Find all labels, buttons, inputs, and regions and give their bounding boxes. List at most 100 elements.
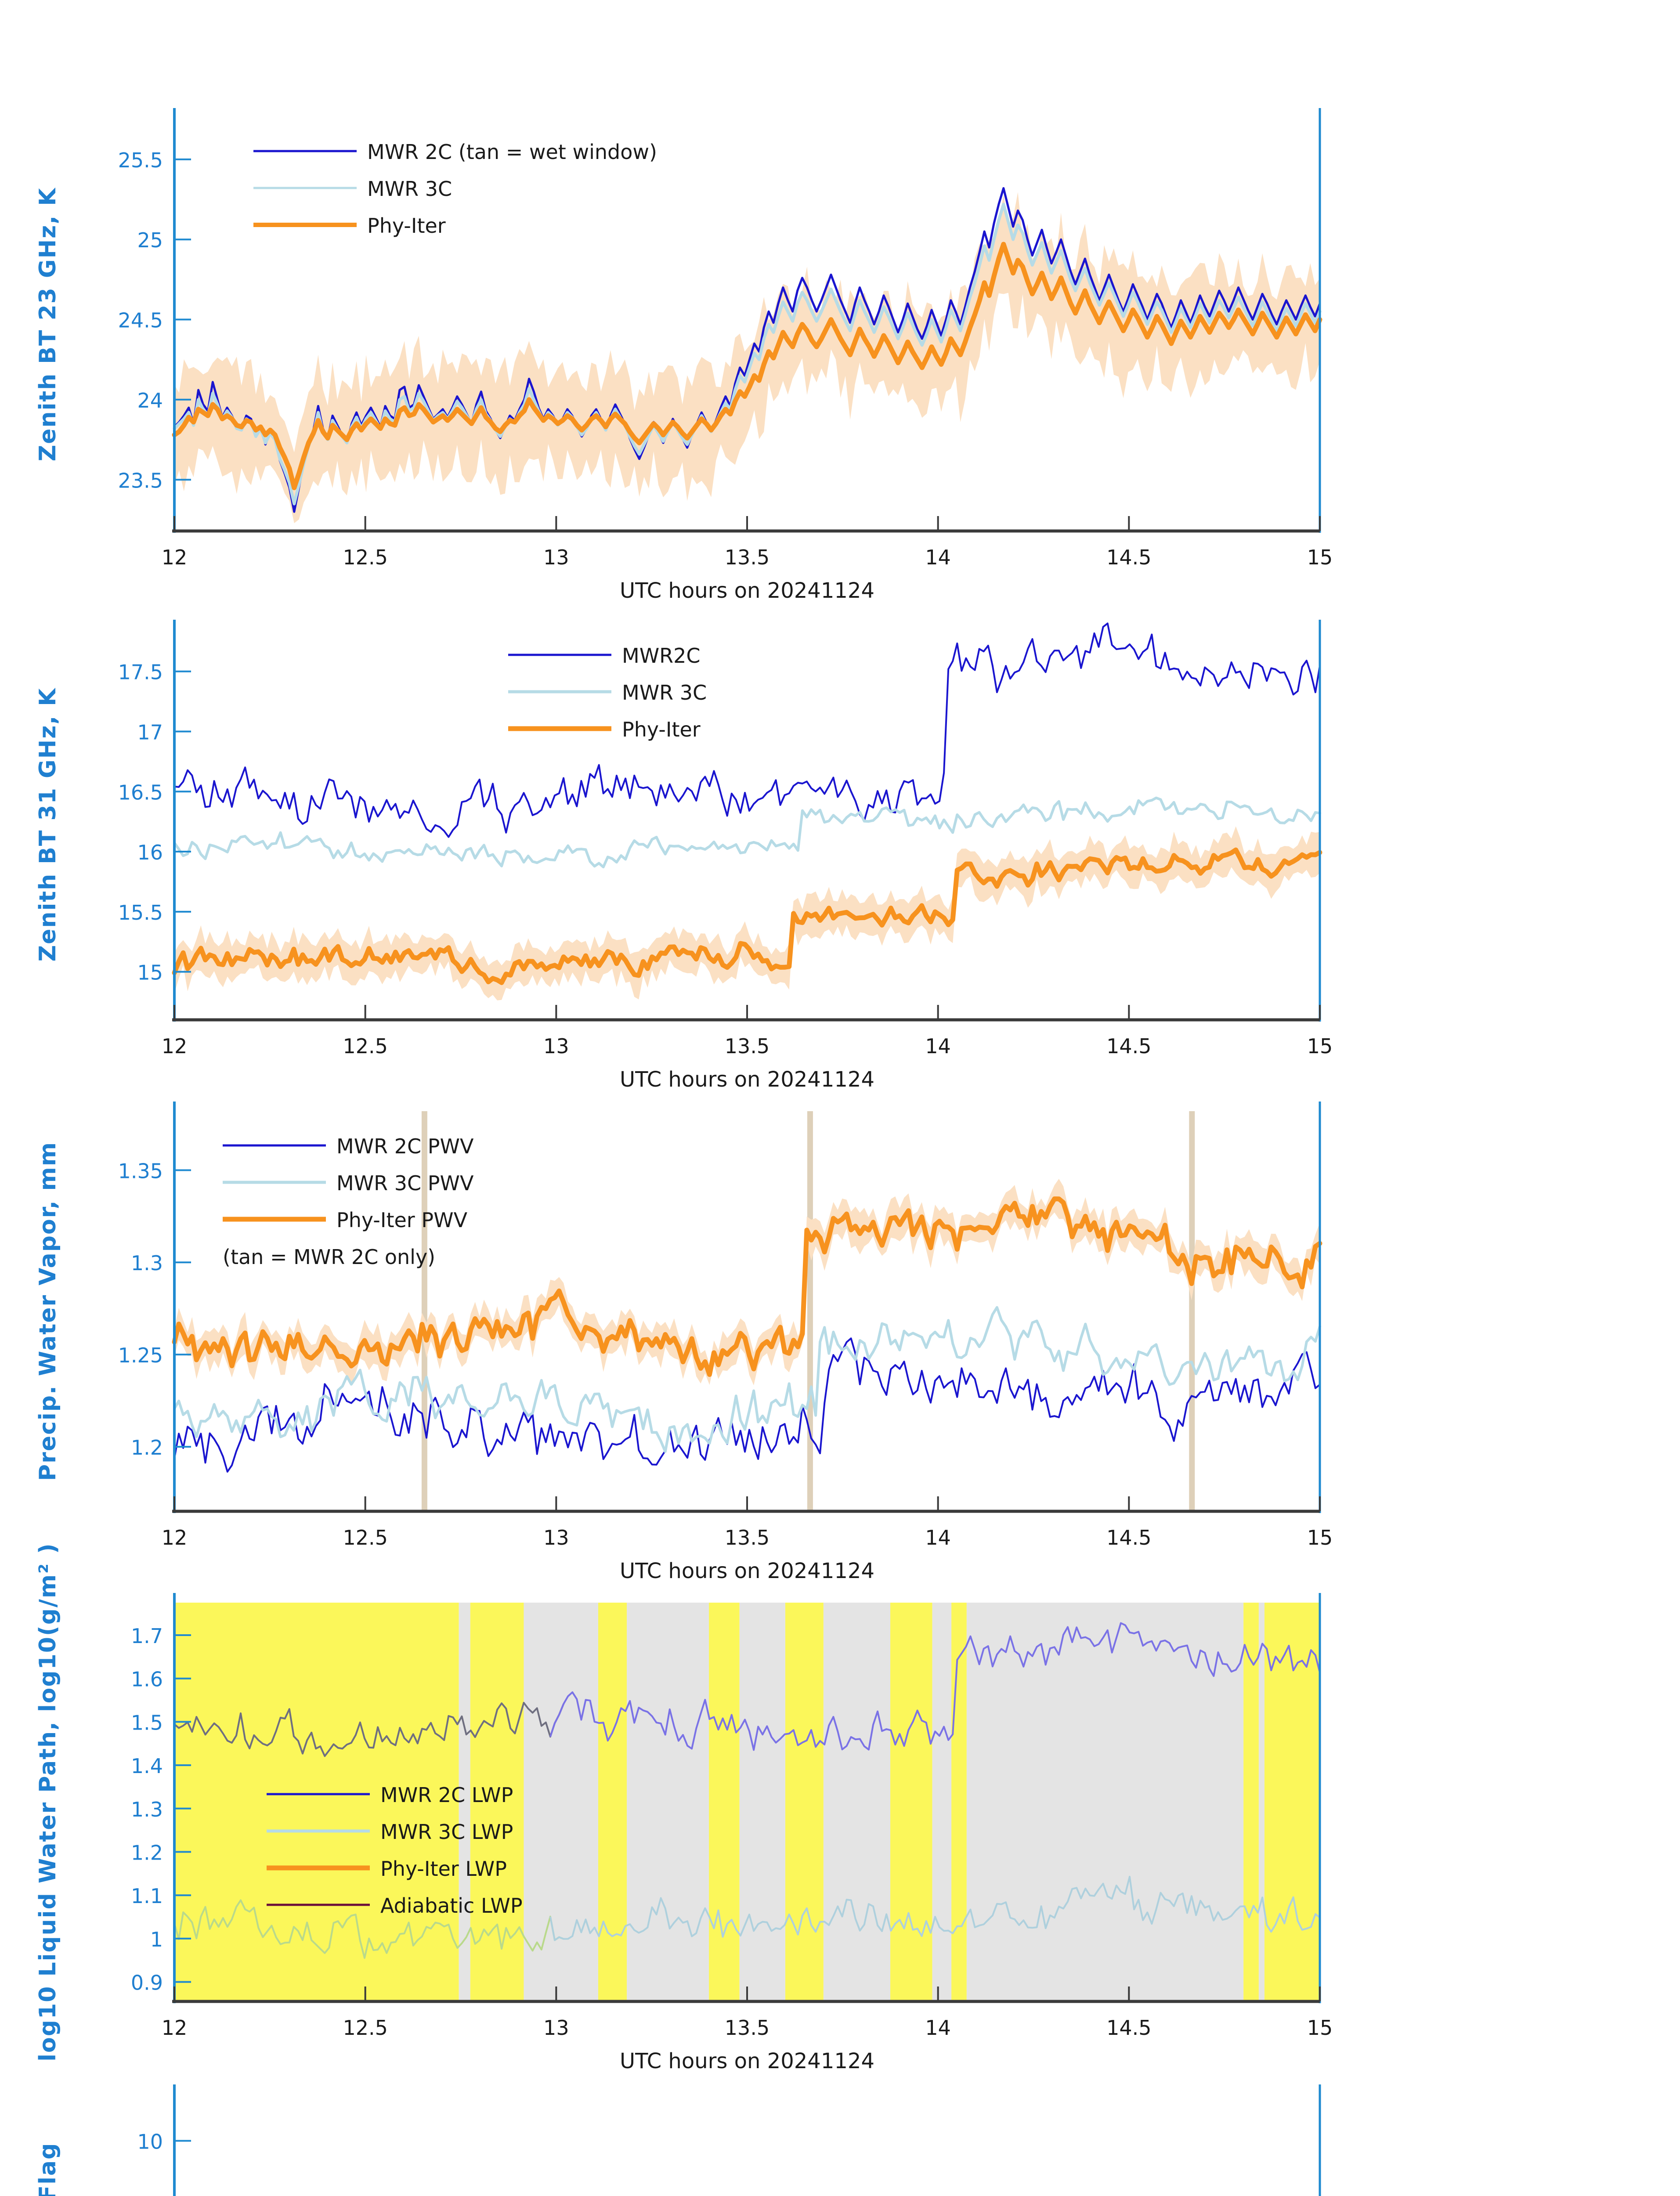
- y-axis-label: MWR Phy Iter DQ Flag: [35, 2142, 61, 2196]
- x-tick-label: 13: [543, 1526, 569, 1549]
- y-axis-label: log10 Liquid Water Path, log10(g/m² ): [35, 1542, 61, 2062]
- x-axis-label: UTC hours on 20241124: [620, 2049, 874, 2073]
- legend-label-0: MWR 2C LWP: [380, 1783, 513, 1807]
- x-tick-label: 12.5: [343, 2016, 387, 2040]
- x-tick-label: 13.5: [725, 2016, 770, 2040]
- x-tick-label: 14.5: [1106, 2016, 1151, 2040]
- y-tick-label: 1.1: [131, 1884, 163, 1908]
- legend-label-1: MWR 3C LWP: [380, 1820, 513, 1844]
- series-line-mwr-2c: [173, 187, 1321, 513]
- background-band-13: [966, 1603, 1244, 2001]
- background-band-2: [470, 1603, 524, 2001]
- wet-window-marker-0: [421, 1111, 427, 1511]
- series-line-phy-iter-pwv: [172, 1196, 1322, 1377]
- y-tick-label: 15.5: [118, 901, 163, 925]
- legend-label-0: MWR 2C PWV: [336, 1134, 474, 1158]
- x-tick-label: 15: [1307, 2016, 1333, 2040]
- background-band-3: [524, 1603, 598, 2001]
- x-tick-label: 12: [162, 2016, 188, 2040]
- y-axis-label: Zenith BT 23 GHz, K: [35, 187, 61, 461]
- legend-label-1: MWR 3C: [622, 681, 707, 704]
- background-band-0: [174, 1603, 459, 2001]
- wet-window-marker-1: [807, 1111, 813, 1511]
- y-tick-label: 25: [137, 228, 163, 252]
- x-tick-label: 13: [543, 545, 569, 569]
- series-line-mwr-3c: [173, 202, 1322, 506]
- legend-label-1: MWR 3C: [367, 177, 452, 201]
- y-tick-label: 1.2: [131, 1841, 163, 1865]
- x-tick-label: 15: [1307, 545, 1333, 569]
- background-band-16: [1264, 1603, 1320, 2001]
- y-tick-label: 1.35: [118, 1159, 163, 1183]
- legend-label-2: Phy-Iter: [622, 718, 701, 741]
- x-tick-label: 12.5: [343, 545, 387, 569]
- x-tick-label: 13.5: [725, 1526, 770, 1549]
- x-tick-label: 14: [925, 2016, 951, 2040]
- series-line-mwr-2c-lwp: [173, 1701, 564, 1757]
- series-line-mwr2c: [173, 622, 1321, 838]
- series-line-mwr-2c-pwv: [173, 1337, 1321, 1473]
- y-tick-label: 1.3: [131, 1798, 163, 1821]
- y-tick-label: 1.7: [131, 1624, 163, 1648]
- phy-iter-uncertainty-band: [174, 826, 1320, 1000]
- x-axis-label: UTC hours on 20241124: [620, 578, 874, 603]
- y-tick-label: 15: [137, 961, 163, 985]
- x-tick-label: 12: [162, 1034, 188, 1058]
- series-line-phy-iter: [172, 847, 1322, 985]
- y-tick-label: 1.5: [131, 1711, 163, 1734]
- y-tick-label: 24: [137, 389, 163, 412]
- background-band-8: [785, 1603, 824, 2001]
- y-tick-label: 0.9: [131, 1971, 163, 1995]
- legend-label-2: Phy-Iter: [367, 214, 446, 238]
- phy-iter-uncertainty-band: [174, 192, 1320, 524]
- wet-window-marker-2: [1189, 1111, 1195, 1511]
- series-line-mwr-3c: [173, 796, 1321, 869]
- y-tick-label: 24.5: [118, 309, 163, 332]
- background-band-11: [932, 1603, 952, 2001]
- x-axis-label: UTC hours on 20241124: [620, 1559, 874, 1583]
- y-tick-label: 23.5: [118, 469, 163, 492]
- legend-label-2: Phy-Iter LWP: [380, 1857, 507, 1881]
- y-tick-label: 1: [150, 1928, 163, 1951]
- background-band-4: [598, 1603, 627, 2001]
- background-band-5: [627, 1603, 709, 2001]
- x-tick-label: 15: [1307, 1526, 1333, 1549]
- background-band-1: [459, 1603, 470, 2001]
- y-tick-label: 16: [137, 841, 163, 864]
- y-axis-label: Zenith BT 31 GHz, K: [35, 687, 61, 961]
- x-tick-label: 14.5: [1106, 1034, 1151, 1058]
- series-line-mwr-3c-lwp: [549, 1875, 1321, 1941]
- x-axis-label: UTC hours on 20241124: [620, 1067, 874, 1092]
- legend-label-3: Adiabatic LWP: [380, 1894, 523, 1918]
- series-line-phy-iter: [172, 242, 1322, 490]
- y-tick-label: 1.2: [131, 1436, 163, 1459]
- legend-label-2: Phy-Iter PWV: [336, 1208, 468, 1232]
- y-tick-label: 17.5: [118, 661, 163, 684]
- y-tick-label: 1.6: [131, 1668, 163, 1691]
- legend-label-0: MWR 2C (tan = wet window): [367, 140, 657, 164]
- x-tick-label: 15: [1307, 1034, 1333, 1058]
- x-tick-label: 13.5: [725, 1034, 770, 1058]
- x-tick-label: 12: [162, 1526, 188, 1549]
- x-tick-label: 14: [925, 1034, 951, 1058]
- x-tick-label: 13: [543, 2016, 569, 2040]
- x-tick-label: 12.5: [343, 1526, 387, 1549]
- y-tick-label: 25.5: [118, 148, 163, 172]
- legend-label-0: MWR2C: [622, 644, 701, 668]
- x-tick-label: 13: [543, 1034, 569, 1058]
- background-band-10: [890, 1603, 932, 2001]
- series-line-mwr-2c-lwp: [549, 1622, 1321, 1751]
- y-tick-label: 17: [137, 721, 163, 744]
- background-band-15: [1258, 1603, 1265, 2001]
- phy-iter-uncertainty-band: [174, 1179, 1320, 1386]
- y-tick-label: 10: [137, 2130, 163, 2153]
- series-line-mwr-3c-lwp: [173, 1899, 564, 1959]
- series-line-mwr-3c-pwv: [173, 1306, 1321, 1453]
- y-axis-label: Precip. Water Vapor, mm: [35, 1141, 61, 1481]
- x-tick-label: 14: [925, 545, 951, 569]
- x-tick-label: 13.5: [725, 545, 770, 569]
- background-band-6: [709, 1603, 740, 2001]
- legend-label-1: MWR 3C PWV: [336, 1171, 474, 1195]
- x-tick-label: 14: [925, 1526, 951, 1549]
